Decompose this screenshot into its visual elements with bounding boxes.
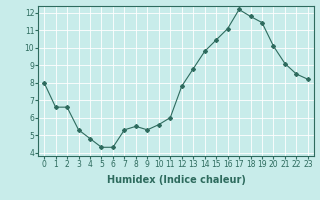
X-axis label: Humidex (Indice chaleur): Humidex (Indice chaleur) <box>107 175 245 185</box>
